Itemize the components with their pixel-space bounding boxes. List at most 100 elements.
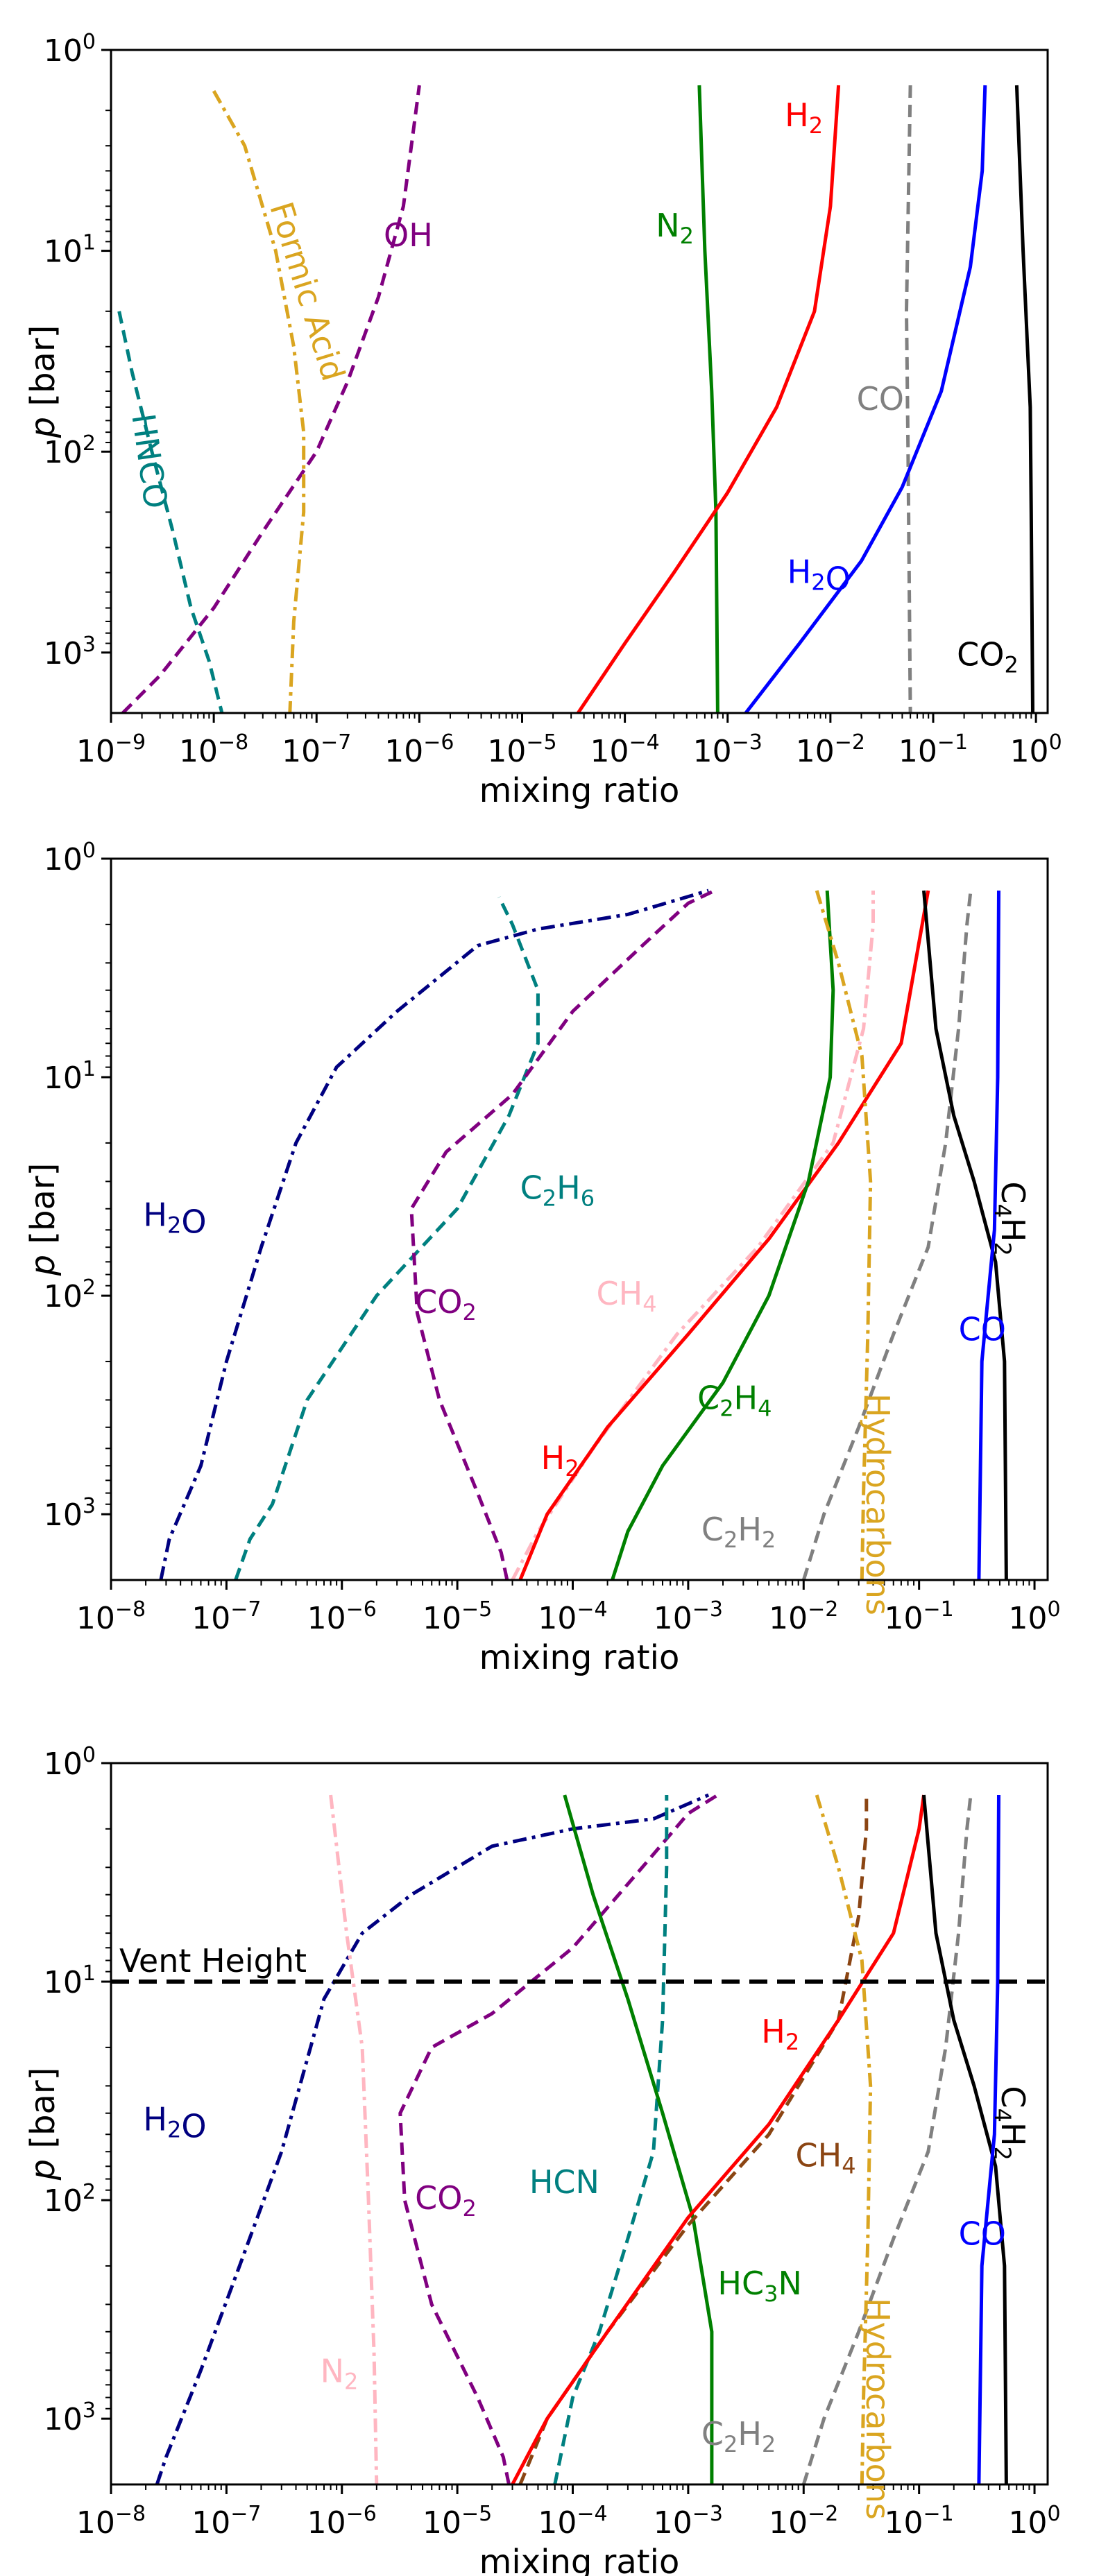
series-label-co: CO (857, 380, 904, 418)
series-label-hc3n: HC3N (717, 2265, 802, 2307)
y-tick-label: 102 (44, 1276, 96, 1314)
series-line-co2 (398, 1793, 719, 2484)
series-line-co2 (1014, 85, 1034, 713)
series-label-hydrocarbons: Hydrocarbons (859, 1393, 896, 1615)
series-line-h2 (511, 1794, 926, 2484)
x-tick-label: 10−3 (654, 2502, 723, 2541)
y-tick-label: 100 (44, 30, 96, 69)
x-tick-label: 10−5 (423, 2502, 492, 2541)
series-label-hydrocarbons: Hydrocarbons (859, 2298, 896, 2520)
series-line-c4h2 (922, 890, 1008, 1580)
series-line-oh (121, 85, 421, 713)
series-label-ch4: CH4 (796, 2136, 856, 2179)
x-tick-label: 10−8 (76, 1597, 146, 1636)
x-tick-label: 10−4 (538, 2502, 607, 2541)
series-line-hc3n (563, 1794, 714, 2484)
series-line-c2h2 (801, 890, 973, 1580)
series-line-co2 (409, 888, 716, 1580)
series-label-formic-acid: Formic Acid (262, 198, 352, 386)
series-line-hnco (117, 311, 224, 713)
series-line-hydrocarbons (815, 890, 873, 1580)
x-axis-label: mixing ratio (479, 2543, 680, 2576)
x-tick-label: 10−2 (769, 2502, 838, 2541)
series-label-hnco: HNCO (124, 411, 175, 511)
series-line-hydrocarbons (815, 1794, 873, 2484)
x-tick-label: 10−1 (885, 1597, 954, 1636)
vent-height-label: Vent Height (119, 1942, 307, 1980)
y-tick-label: 101 (44, 1961, 96, 2000)
series-line-c2h2 (801, 1794, 973, 2484)
x-tick-label: 10−1 (898, 730, 968, 769)
series-lines (117, 85, 1034, 713)
series-label-co2: CO2 (415, 2179, 477, 2222)
series-line-n2 (329, 1794, 379, 2484)
series-line-h2o (744, 85, 987, 713)
series-line-c4h2 (922, 1794, 1008, 2484)
x-tick-label: 10−9 (76, 730, 146, 769)
series-label-co2: CO2 (415, 1283, 477, 1325)
x-tick-label: 10−6 (307, 2502, 377, 2541)
panel-top: 10−9 10−8 10−7 10−6 10−5 10−4 10−3 10−2 10−1 100 1… (24, 30, 1062, 810)
x-tick-label: 10−3 (654, 1597, 723, 1636)
series-lines (159, 888, 1008, 1580)
series-label-n2: N2 (321, 2352, 359, 2394)
series-line-formic-acid (212, 89, 306, 713)
axes-frame (110, 49, 1049, 714)
series-label-c2h2: C2H2 (701, 1511, 776, 1553)
y-tick-label: 103 (44, 1494, 96, 1533)
series-line-c2h6 (234, 896, 540, 1580)
axes-frame (110, 857, 1049, 1581)
x-tick-label: 10−5 (487, 730, 556, 769)
series-line-c2h4 (611, 890, 835, 1580)
x-tick-label: 10−1 (885, 2502, 954, 2541)
series-label-co: CO (959, 2215, 1006, 2252)
series-label-hcn: HCN (529, 2163, 599, 2201)
series-label-c2h4: C2H4 (697, 1379, 772, 1421)
x-tick-label: 100 (1008, 2502, 1060, 2541)
y-tick-label: 102 (44, 2180, 96, 2219)
y-tick-label: 103 (44, 2398, 96, 2437)
y-tick-label: 101 (44, 1057, 96, 1096)
x-tick-label: 10−2 (796, 730, 865, 769)
x-tick-label: 10−6 (307, 1597, 377, 1636)
series-line-co (977, 890, 1000, 1580)
series-line-h2o (155, 1793, 710, 2484)
x-axis-label: mixing ratio (479, 771, 680, 810)
x-tick-label: 10−5 (423, 1597, 492, 1636)
series-line-hcn (553, 1795, 669, 2484)
series-label-ch4: CH4 (596, 1275, 656, 1317)
x-tick-label: 100 (1008, 1597, 1060, 1636)
x-tick-label: 10−3 (693, 730, 763, 769)
series-line-h2 (577, 85, 841, 713)
series-label-c2h2: C2H2 (701, 2415, 776, 2457)
y-tick-label: 101 (44, 231, 96, 270)
series-label-oh: OH (384, 216, 433, 254)
x-tick-label: 10−8 (76, 2502, 146, 2541)
y-axis-label: p [bar] (24, 325, 62, 439)
y-tick-label: 100 (44, 839, 96, 877)
x-tick-label: 10−2 (769, 1597, 838, 1636)
series-label-h2o: H2O (143, 2101, 206, 2145)
x-tick-label: 100 (1010, 730, 1062, 769)
y-axis-label: p [bar] (24, 2068, 62, 2181)
series-label-co: CO (959, 1310, 1006, 1348)
x-tick-label: 10−6 (384, 730, 454, 769)
series-lines (155, 1793, 1008, 2484)
series-line-co (905, 85, 912, 713)
series-line-h2 (518, 890, 930, 1580)
series-label-c4h2: C4H2 (989, 1181, 1032, 1255)
x-axis-label: mixing ratio (479, 1638, 680, 1677)
panel-bottom: Vent Height 10−8 10−7 10−6 10−5 10−4 10−3 10−2 1… (24, 1743, 1061, 2576)
series-line-h2o (159, 888, 709, 1580)
series-line-co (977, 1794, 1000, 2484)
y-tick-label: 103 (44, 633, 96, 671)
series-label-h2: H2 (785, 96, 823, 139)
x-tick-label: 10−7 (191, 1597, 261, 1636)
axes-frame (110, 1762, 1049, 2486)
series-label-c2h6: C2H6 (520, 1169, 595, 1211)
series-label-co2: CO2 (957, 635, 1019, 678)
series-label-h2: H2 (761, 2013, 799, 2055)
series-label-h2: H2 (541, 1439, 579, 1482)
series-label-c4h2: C4H2 (989, 2086, 1032, 2160)
